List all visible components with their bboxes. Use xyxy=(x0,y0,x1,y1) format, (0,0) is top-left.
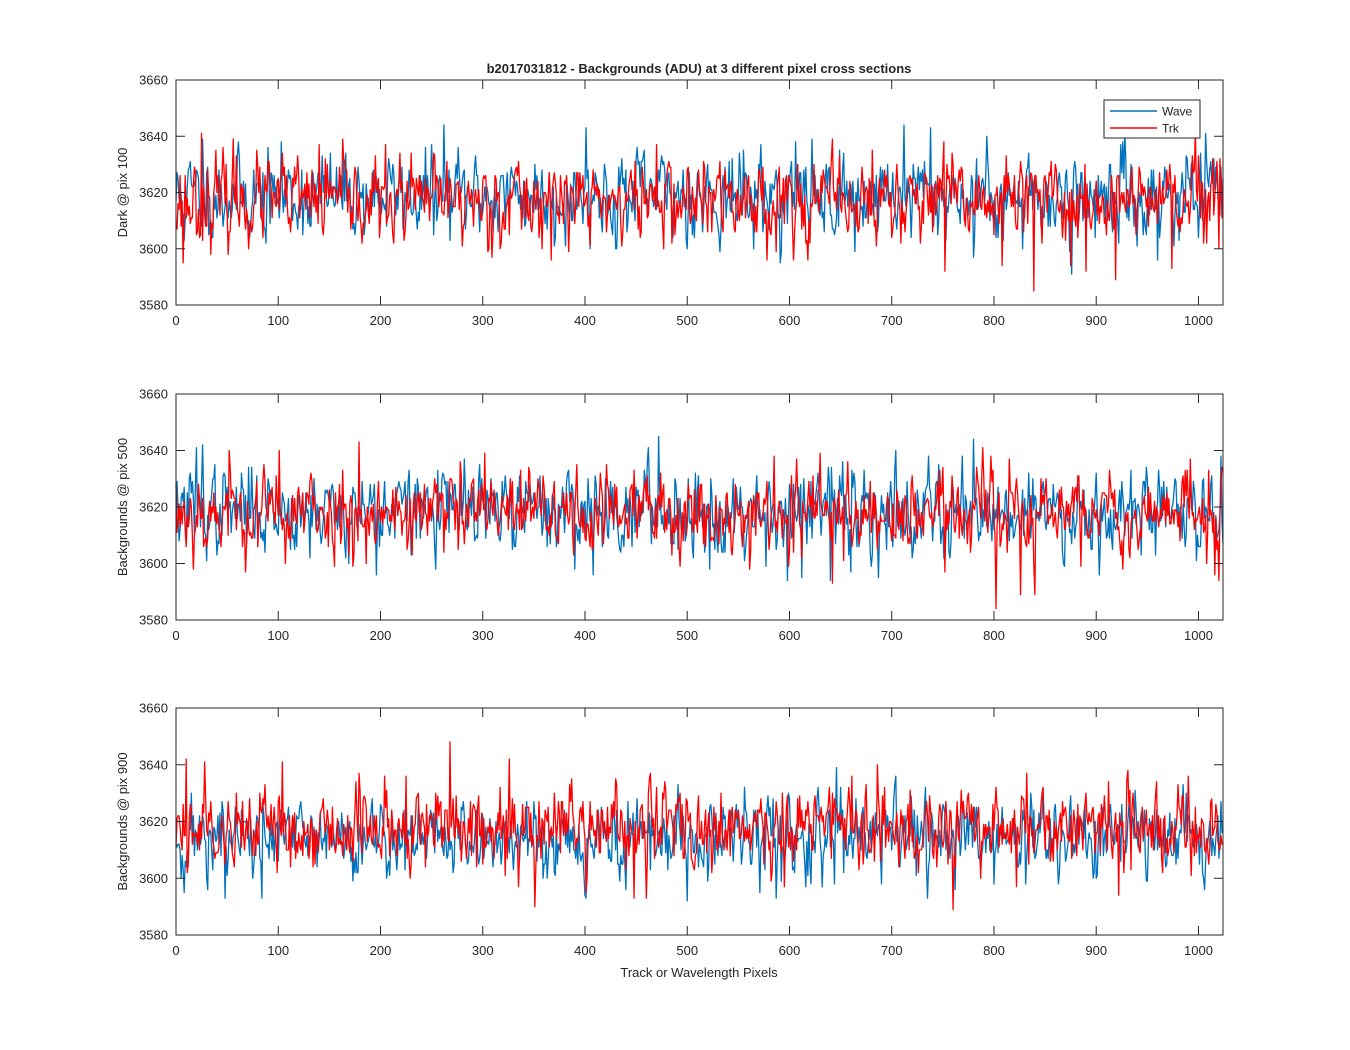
x-tick-label: 100 xyxy=(267,943,289,958)
y-tick-label: 3580 xyxy=(139,613,168,628)
legend-label-trk: Trk xyxy=(1162,122,1180,136)
panel-1: 0 100 200 300 400 500 600 700 800 900 1000 3580 3600… xyxy=(115,73,1224,328)
x-tick-label: 500 xyxy=(676,313,698,328)
x-tick-label: 0 xyxy=(172,628,179,643)
panel-1-series-layer xyxy=(175,124,1224,292)
x-tick-label: 0 xyxy=(172,313,179,328)
legend-label-wave: Wave xyxy=(1162,105,1193,119)
x-tick-label: 300 xyxy=(472,943,494,958)
y-tick-label: 3600 xyxy=(139,241,168,256)
x-tick-label: 600 xyxy=(779,628,801,643)
panel-2: 0 100 200 300 400 500 600 700 800 900 1000 3580 3600… xyxy=(115,387,1224,643)
x-tick-label: 200 xyxy=(370,313,392,328)
x-tick-label: 0 xyxy=(172,943,179,958)
x-tick-label: 1000 xyxy=(1184,943,1213,958)
panel-2-tick-layer: 0 100 200 300 400 500 600 700 800 900 1000 3580 3600… xyxy=(139,387,1223,643)
y-tick-label: 3640 xyxy=(139,129,168,144)
panel-3: 0 100 200 300 400 500 600 700 800 900 1000 3580 3600… xyxy=(115,701,1224,958)
x-tick-label: 900 xyxy=(1085,943,1107,958)
x-tick-label: 100 xyxy=(267,313,289,328)
x-tick-label: 800 xyxy=(983,628,1005,643)
x-tick-label: 100 xyxy=(267,628,289,643)
x-tick-label: 1000 xyxy=(1184,313,1213,328)
legend-box xyxy=(1103,99,1201,139)
x-tick-label: 600 xyxy=(779,313,801,328)
x-tick-label: 300 xyxy=(472,313,494,328)
y-tick-label: 3620 xyxy=(139,185,168,200)
panel-3-tick-layer: 0 100 200 300 400 500 600 700 800 900 1000 3580 3600… xyxy=(139,701,1223,958)
series-trk-line xyxy=(175,127,1224,292)
y-tick-label: 3660 xyxy=(139,701,168,716)
x-tick-label: 900 xyxy=(1085,628,1107,643)
x-tick-label: 400 xyxy=(574,628,596,643)
series-trk-line xyxy=(175,741,1223,911)
x-tick-label: 800 xyxy=(983,943,1005,958)
y-tick-label: 3620 xyxy=(139,500,168,515)
x-tick-label: 200 xyxy=(370,943,392,958)
x-tick-label: 1000 xyxy=(1184,628,1213,643)
y-tick-label: 3600 xyxy=(139,871,168,886)
x-tick-label: 300 xyxy=(472,628,494,643)
panel-3-ylabel: Backgrounds @ pix 900 xyxy=(115,752,130,890)
x-tick-label: 200 xyxy=(370,628,392,643)
x-tick-label: 900 xyxy=(1085,313,1107,328)
x-tick-label: 500 xyxy=(676,628,698,643)
x-tick-label: 500 xyxy=(676,943,698,958)
x-tick-label: 600 xyxy=(779,943,801,958)
y-tick-label: 3580 xyxy=(139,298,168,313)
legend: Wave Trk xyxy=(1103,99,1201,139)
panel-3-series-layer xyxy=(175,741,1223,911)
panel-2-ylabel: Backgrounds @ pix 500 xyxy=(115,438,130,576)
y-tick-label: 3640 xyxy=(139,757,168,772)
panel-1-ylabel: Dark @ pix 100 xyxy=(115,148,130,238)
series-trk-line xyxy=(175,441,1224,610)
x-tick-label: 700 xyxy=(881,313,903,328)
y-tick-label: 3640 xyxy=(139,443,168,458)
x-axis-label: Track or Wavelength Pixels xyxy=(620,965,778,980)
x-tick-label: 700 xyxy=(881,628,903,643)
y-tick-label: 3600 xyxy=(139,556,168,571)
x-tick-label: 400 xyxy=(574,943,596,958)
panel-2-series-layer xyxy=(175,435,1224,610)
x-tick-label: 700 xyxy=(881,943,903,958)
x-tick-label: 400 xyxy=(574,313,596,328)
y-tick-label: 3620 xyxy=(139,814,168,829)
panel-1-tick-layer: 0 100 200 300 400 500 600 700 800 900 1000 3580 3600… xyxy=(139,73,1223,328)
y-tick-label: 3660 xyxy=(139,73,168,88)
figure-title: b2017031812 - Backgrounds (ADU) at 3 dif… xyxy=(487,61,912,76)
x-tick-label: 800 xyxy=(983,313,1005,328)
y-tick-label: 3660 xyxy=(139,387,168,402)
y-tick-label: 3580 xyxy=(139,928,168,943)
